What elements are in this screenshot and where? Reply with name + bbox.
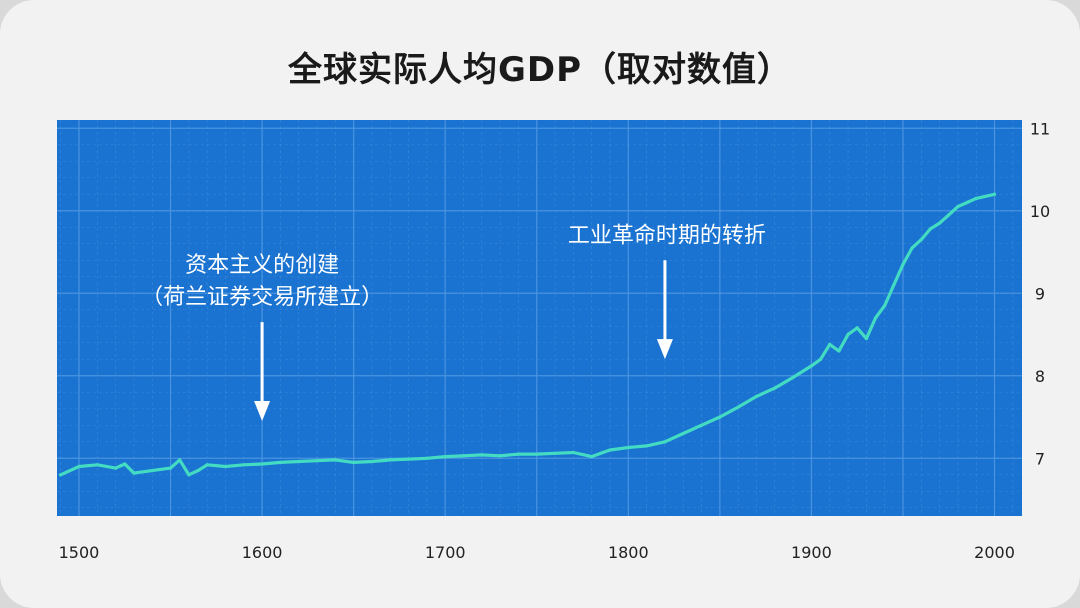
x-tick-label: 1500 bbox=[59, 543, 100, 562]
data-point bbox=[873, 316, 878, 320]
annotation-text: （荷兰证券交易所建立） bbox=[141, 285, 383, 310]
data-point bbox=[699, 423, 704, 427]
data-point bbox=[864, 337, 868, 341]
data-point bbox=[846, 332, 850, 337]
data-point bbox=[352, 460, 356, 464]
y-tick-label: 7 bbox=[1035, 449, 1045, 468]
data-point bbox=[828, 342, 832, 346]
data-point bbox=[498, 454, 502, 458]
data-point bbox=[681, 431, 685, 436]
data-point bbox=[937, 221, 942, 225]
data-point bbox=[95, 463, 99, 467]
y-tick-label: 10 bbox=[1030, 202, 1050, 221]
annotation-text: 资本主义的创建 bbox=[185, 253, 339, 278]
x-tick-label: 1900 bbox=[791, 543, 832, 562]
data-point bbox=[333, 458, 337, 462]
data-point bbox=[754, 394, 759, 398]
data-point bbox=[443, 455, 447, 459]
data-point bbox=[599, 451, 603, 455]
data-point bbox=[77, 464, 81, 469]
data-point bbox=[855, 326, 859, 330]
plot-area bbox=[57, 120, 1022, 516]
y-tick-label: 11 bbox=[1030, 119, 1050, 138]
chart-title: 全球实际人均GDP（取对数值） bbox=[287, 50, 793, 90]
data-point bbox=[553, 451, 557, 455]
data-point bbox=[388, 458, 392, 462]
data-point bbox=[480, 453, 484, 457]
data-point bbox=[223, 464, 228, 469]
data-point bbox=[663, 440, 667, 444]
data-point bbox=[919, 238, 923, 242]
data-point bbox=[178, 458, 182, 462]
data-point bbox=[168, 466, 173, 470]
data-point bbox=[718, 415, 722, 419]
x-tick-label: 1800 bbox=[608, 543, 649, 562]
data-point bbox=[187, 473, 191, 477]
data-point bbox=[965, 200, 969, 205]
data-point bbox=[910, 246, 914, 250]
data-point bbox=[947, 213, 951, 217]
data-point bbox=[590, 455, 594, 459]
data-point bbox=[516, 452, 521, 456]
data-point bbox=[406, 457, 411, 461]
x-tick-label: 2000 bbox=[974, 543, 1015, 562]
data-point bbox=[645, 444, 649, 448]
data-point bbox=[571, 450, 575, 455]
data-point bbox=[791, 375, 795, 379]
data-point bbox=[196, 469, 200, 473]
data-point bbox=[837, 349, 841, 353]
data-point bbox=[535, 452, 539, 456]
data-point bbox=[297, 459, 301, 464]
y-tick-label: 8 bbox=[1035, 367, 1045, 386]
y-tick-label: 9 bbox=[1035, 284, 1045, 303]
data-point bbox=[123, 462, 127, 466]
data-point bbox=[974, 196, 978, 200]
data-point bbox=[736, 405, 740, 409]
data-point bbox=[260, 462, 264, 466]
data-point bbox=[928, 227, 933, 231]
data-point bbox=[818, 357, 823, 361]
data-point bbox=[315, 459, 319, 463]
data-point bbox=[59, 473, 63, 477]
annotation-arrow-head bbox=[656, 339, 673, 360]
data-point bbox=[132, 471, 136, 475]
data-point bbox=[461, 454, 466, 458]
data-point bbox=[892, 283, 896, 287]
data-point bbox=[425, 456, 429, 460]
data-point bbox=[809, 364, 814, 368]
data-point bbox=[608, 448, 612, 452]
annotation-arrow-head bbox=[254, 401, 271, 421]
annotation-text: 工业革命时期的转折 bbox=[568, 223, 766, 248]
data-point bbox=[205, 463, 209, 467]
data-point bbox=[278, 460, 282, 464]
data-point bbox=[901, 262, 905, 266]
x-tick-label: 1600 bbox=[242, 543, 283, 562]
data-point bbox=[370, 459, 374, 464]
data-point bbox=[992, 192, 997, 196]
data-point bbox=[626, 445, 630, 450]
data-point bbox=[113, 466, 118, 470]
data-point bbox=[956, 205, 960, 209]
data-point bbox=[773, 386, 777, 390]
data-point bbox=[242, 463, 246, 467]
data-point bbox=[883, 304, 887, 308]
x-tick-label: 1700 bbox=[425, 543, 466, 562]
data-point bbox=[150, 469, 154, 473]
